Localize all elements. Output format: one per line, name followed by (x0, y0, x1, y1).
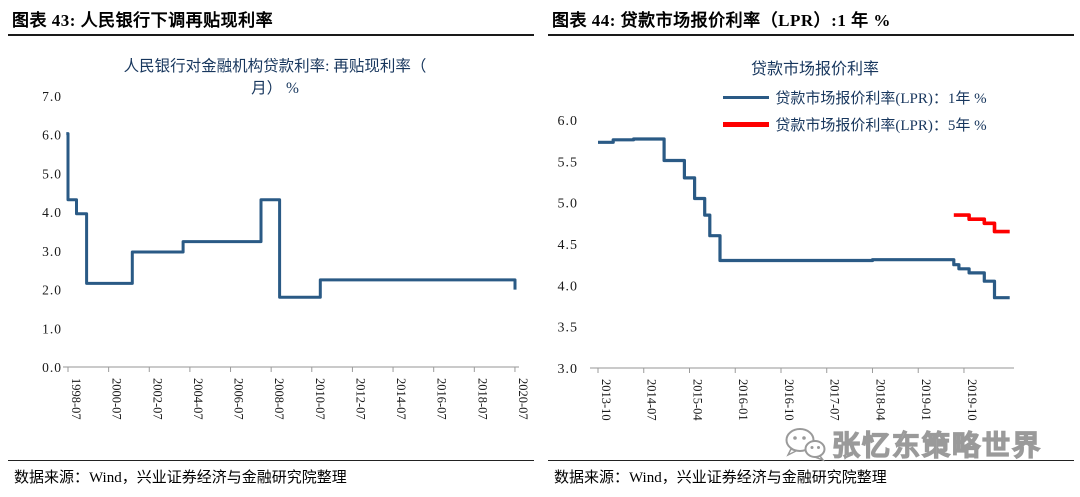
y-tick-label: 3.0 (42, 244, 62, 259)
watermark: 张忆东策略世界 (783, 424, 1042, 464)
header-rule (8, 34, 534, 36)
legend-row-lpr-1y: 贷款市场报价利率(LPR)：1年 % (640, 84, 1070, 111)
x-tick-label: 2019-10 (965, 379, 979, 421)
x-tick-label: 2018-04 (873, 379, 887, 421)
legend-row-lpr-5y: 贷款市场报价利率(LPR)：5年 % (640, 111, 1070, 138)
y-tick-label: 3.0 (558, 362, 579, 377)
series-line-0 (598, 137, 1010, 300)
wechat-icon (785, 428, 826, 462)
figure-43-header: 图表 43: 人民银行下调再贴现利率 (12, 11, 274, 30)
x-tick-label: 2010-07 (313, 378, 327, 420)
y-tick-label: 4.0 (42, 205, 62, 220)
y-tick-label: 5.0 (42, 166, 62, 181)
data-source: 数据来源：Wind，兴业证券经济与金融研究院整理 (554, 470, 887, 486)
y-tick-label: 3.5 (558, 321, 579, 336)
lpr-1y-legend-label: 贷款市场报价利率(LPR)：1年 % (775, 91, 987, 107)
lpr-chart-legend: 贷款市场报价利率(LPR)：1年 % 贷款市场报价利率(LPR)：5年 % (600, 84, 1070, 138)
y-tick-label: 7.0 (42, 89, 62, 104)
series-line-0 (66, 132, 517, 299)
y-tick-label: 6.0 (558, 114, 579, 129)
y-tick-label: 4.0 (558, 279, 579, 294)
y-tick-label: 1.0 (42, 321, 62, 336)
chart-title-rediscount: 人民银行对金融机构贷款利率: 再贴现利率（ 月） % (30, 56, 520, 101)
lpr-5y-legend-label: 贷款市场报价利率(LPR)：5年 % (775, 118, 987, 134)
x-tick-label: 2018-07 (475, 378, 489, 420)
figure-43-panel: 图表 43: 人民银行下调再贴现利率 人民银行对金融机构贷款利率: 再贴现利率（… (8, 11, 534, 486)
chart-title-line1: 人民银行对金融机构贷款利率: 再贴现利率（ (123, 58, 427, 75)
x-tick-label: 2015-04 (690, 379, 704, 421)
y-tick-label: 2.0 (42, 283, 62, 298)
lpr-1y-legend-swatch (723, 96, 770, 99)
x-tick-label: 2019-01 (919, 379, 933, 421)
lpr-5y-legend-swatch (723, 122, 770, 127)
x-tick-label: 2006-07 (232, 378, 246, 420)
x-tick-label: 2004-07 (191, 378, 205, 420)
watermark-text: 张忆东策略世界 (831, 430, 1043, 462)
x-tick-label: 2002-07 (150, 378, 164, 420)
x-tick-label: 2020-07 (516, 378, 530, 420)
figure-44-header: 图表 44: 贷款市场报价利率（LPR）:1 年 % (552, 11, 891, 30)
figure-44-panel: 图表 44: 贷款市场报价利率（LPR）:1 年 % 贷款市场报价利率 贷款市场… (540, 0, 1080, 497)
footer-rule (548, 460, 1074, 461)
data-source: 数据来源：Wind，兴业证券经济与金融研究院整理 (14, 470, 347, 486)
lpr-chart: 6.0 5.5 5.0 4.5 4.0 3.5 3.0 2013-10 2014-07 2015-… (558, 114, 1014, 421)
x-tick-label: 2008-07 (272, 378, 286, 420)
x-tick-label: 2014-07 (394, 378, 408, 420)
chart-title-line2: 月） % (251, 80, 299, 98)
y-tick-label: 5.0 (558, 197, 579, 212)
x-tick-label: 1998-07 (69, 378, 83, 420)
x-tick-label: 2016-10 (782, 379, 796, 421)
x-tick-label: 2013-10 (599, 379, 613, 421)
chart-title-lpr: 贷款市场报价利率 (570, 58, 1060, 81)
y-tick-label: 0.0 (42, 360, 62, 375)
x-tick-label: 2016-07 (435, 378, 449, 420)
y-tick-label: 6.0 (42, 128, 62, 143)
footer-rule (8, 460, 534, 461)
x-tick-label: 2017-07 (828, 379, 842, 421)
chart-title-line1: 贷款市场报价利率 (750, 61, 879, 78)
y-tick-label: 4.5 (558, 238, 579, 253)
x-tick-label: 2016-01 (736, 379, 750, 421)
x-tick-label: 2000-07 (110, 378, 124, 420)
header-rule (548, 34, 1074, 36)
rediscount-rate-chart: 7.0 6.0 5.0 4.0 3.0 2.0 1.0 0.0 1998-07 2000-07 20… (42, 89, 530, 420)
x-tick-label: 2014-07 (645, 379, 659, 421)
y-tick-label: 5.5 (558, 155, 579, 170)
series-line-1 (953, 213, 1010, 234)
x-tick-label: 2012-07 (353, 378, 367, 420)
